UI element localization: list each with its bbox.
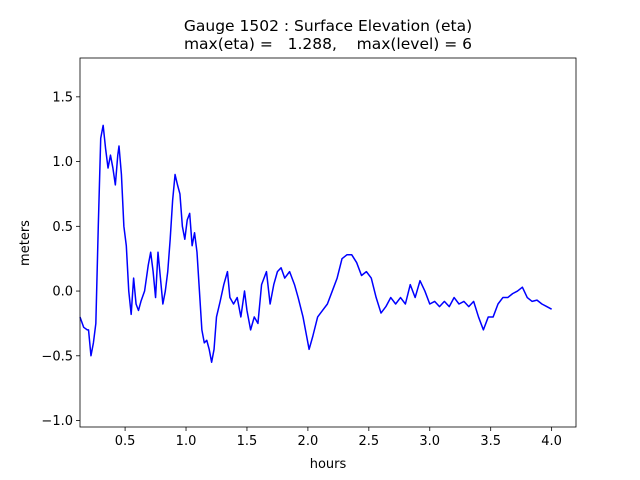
x-axis-label: hours — [310, 457, 347, 472]
chart-title: Gauge 1502 : Surface Elevation (eta) — [184, 17, 472, 35]
data-line — [79, 124, 552, 364]
x-tick-label: 1.5 — [237, 434, 258, 449]
chart-subtitle: max(eta) = 1.288, max(level) = 6 — [184, 35, 472, 53]
x-tick-label: 1.0 — [176, 434, 197, 449]
y-tick-label: 1.5 — [52, 90, 73, 105]
x-tick-label: 2.5 — [358, 434, 379, 449]
x-tick-label: 0.5 — [115, 434, 136, 449]
x-tick-label: 4.0 — [541, 434, 562, 449]
y-tick-label: 0.0 — [52, 285, 73, 300]
y-tick-label: 0.5 — [52, 220, 73, 235]
x-tick-label: 3.0 — [419, 434, 440, 449]
plot-frame — [79, 57, 577, 428]
x-tick-label: 2.0 — [298, 434, 319, 449]
y-tick-label: −1.0 — [41, 414, 73, 429]
x-tick-label: 3.5 — [480, 434, 501, 449]
y-tick-label: −0.5 — [41, 349, 73, 364]
y-tick-label: 1.0 — [52, 155, 73, 170]
y-axis-label: meters — [18, 220, 33, 266]
